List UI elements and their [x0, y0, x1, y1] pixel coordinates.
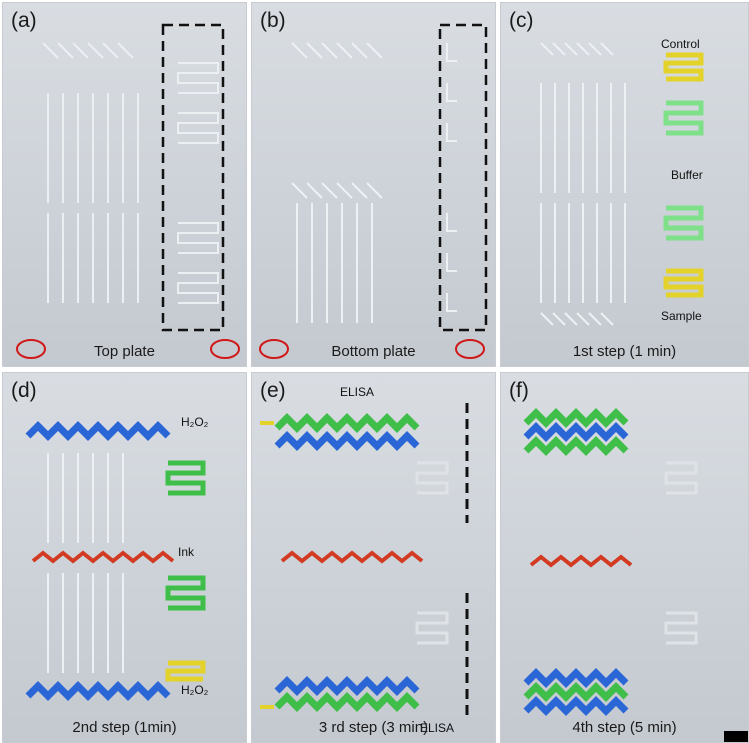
h2o2-top-label: H₂O₂ — [181, 415, 209, 429]
panel-label: (d) — [11, 379, 37, 402]
control-label: Control — [661, 37, 700, 51]
buffer-label: Buffer — [671, 168, 703, 182]
panel-a: (a) Top plate — [2, 2, 247, 367]
panel-a-drawing — [16, 23, 240, 359]
elisa-bottom-label: ELISA — [420, 721, 455, 735]
ink-label: Ink — [178, 545, 195, 559]
panel-c: (c) Control Buffer Sample 1st step (1 mi… — [500, 2, 749, 367]
panel-b-drawing — [259, 23, 488, 359]
panel-c-drawing — [540, 42, 704, 326]
h2o2-bottom-label: H₂O₂ — [181, 683, 209, 697]
panel-label: (e) — [260, 379, 286, 402]
panel-f: (f) 4th step (5 min) — [500, 372, 749, 743]
panel-d: (d) H₂O₂ Ink H₂O₂ 2nd step (1min) — [2, 372, 247, 743]
panel-caption: Top plate — [94, 343, 155, 360]
scale-bar — [724, 731, 748, 742]
panel-e-drawing — [260, 403, 469, 718]
panel-caption: 2nd step (1min) — [72, 719, 177, 736]
elisa-top-label: ELISA — [340, 385, 375, 399]
panel-label: (b) — [260, 9, 286, 32]
panel-f-drawing — [523, 408, 698, 716]
panel-caption: Bottom plate — [331, 343, 416, 360]
panel-label: (f) — [509, 379, 529, 402]
panel-label: (a) — [11, 9, 37, 32]
panel-d-drawing — [25, 421, 206, 701]
panel-label: (c) — [509, 9, 534, 32]
sample-label: Sample — [661, 309, 702, 323]
panel-caption: 4th step (5 min) — [572, 719, 677, 736]
panel-b: (b) Bottom plate — [251, 2, 496, 367]
panel-caption: 1st step (1 min) — [572, 343, 677, 360]
panel-e: (e) ELISA ELISA 3 rd step (3 min) — [251, 372, 496, 743]
panel-caption: 3 rd step (3 min) — [318, 719, 429, 736]
